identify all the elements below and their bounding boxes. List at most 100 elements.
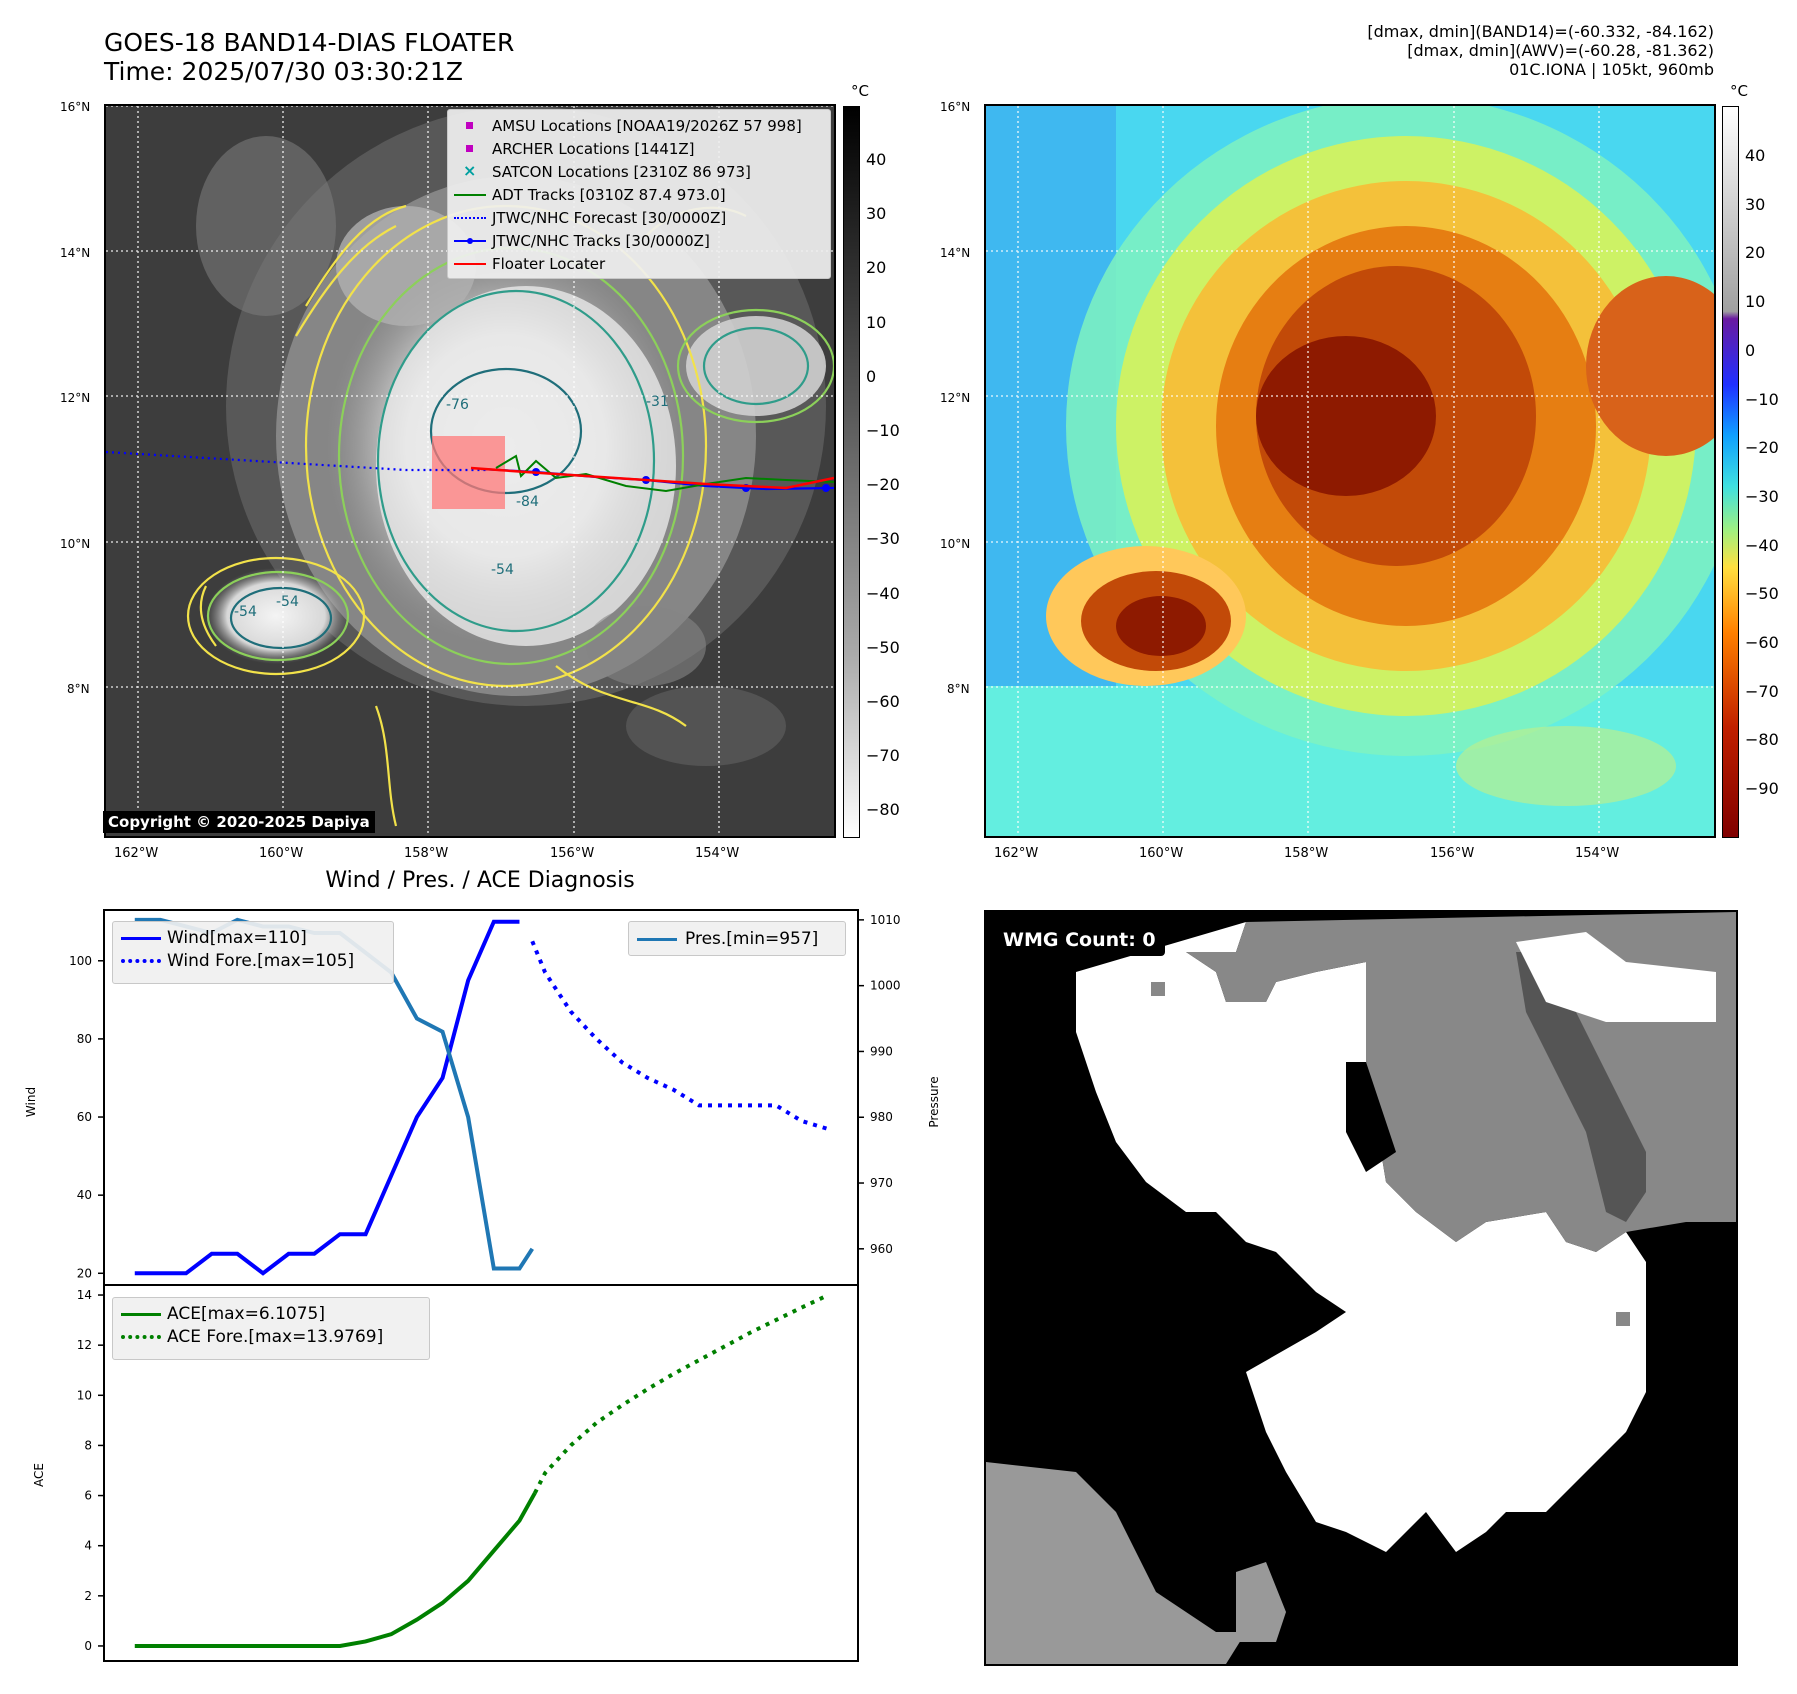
legend-label: Pres.[min=957]	[685, 928, 819, 949]
legend-item-adt: ADT Tracks [0310Z 87.4 973.0]	[448, 183, 830, 206]
legend-label: Wind Fore.[max=105]	[167, 950, 355, 971]
title-line-1: GOES-18 BAND14-DIAS FLOATER	[104, 28, 515, 57]
magenta-square-icon	[448, 114, 492, 137]
legend-label: AMSU Locations [NOAA19/2026Z 57 998]	[492, 116, 802, 135]
ace-axis-label: ACE	[32, 1463, 46, 1487]
legend-label: Wind[max=110]	[167, 927, 307, 948]
info-line-2: [dmax, dmin](AWV)=(-60.28, -81.362)	[1407, 41, 1714, 60]
wmg-image	[986, 912, 1736, 1664]
colorbar-tick-label: −70	[866, 746, 900, 766]
figure-title: GOES-18 BAND14-DIAS FLOATER Time: 2025/0…	[104, 28, 514, 86]
color-map-image	[986, 106, 1714, 836]
lat-label: 14°N	[940, 246, 971, 260]
green-line-icon	[448, 183, 492, 206]
diagnosis-title: Wind / Pres. / ACE Diagnosis	[325, 868, 635, 893]
blue-dotted-line-icon	[113, 949, 167, 972]
contour-label: -84	[516, 494, 539, 510]
lon-label: 156°W	[550, 846, 595, 861]
colorbar-tick-label: −80	[866, 800, 900, 820]
legend-item-amsu: AMSU Locations [NOAA19/2026Z 57 998]	[448, 114, 830, 137]
ace-tick-label: 10	[77, 1388, 92, 1402]
legend-label: ADT Tracks [0310Z 87.4 973.0]	[492, 185, 726, 204]
contour-label: -76	[446, 397, 469, 413]
green-dotted-line-icon	[113, 1325, 167, 1348]
lon-label: 160°W	[259, 846, 304, 861]
colorbar-tick-label: −60	[1745, 633, 1779, 652]
info-line-3: 01C.IONA | 105kt, 960mb	[1509, 60, 1714, 79]
legend-item-ace-forecast: ACE Fore.[max=13.9769]	[113, 1325, 429, 1348]
colorbar-tick-label: −30	[866, 529, 900, 549]
colorbar-tick-label: −10	[866, 421, 900, 440]
floater-box	[432, 436, 505, 509]
wind-tick-label: 100	[69, 954, 92, 968]
colorbar-unit: °C	[851, 82, 869, 100]
ace-tick-label: 2	[84, 1589, 92, 1603]
lat-label: 16°N	[940, 100, 971, 114]
lon-label: 154°W	[1575, 846, 1620, 861]
legend-item-ace: ACE[max=6.1075]	[113, 1302, 429, 1325]
lat-label: 12°N	[60, 391, 91, 405]
wind-tick-label: 40	[77, 1188, 92, 1202]
wind-tick-label: 60	[77, 1110, 92, 1124]
colorbar-tick-label: 30	[1745, 194, 1766, 214]
colorbar-tick-label: −30	[1745, 486, 1779, 506]
colorbar-tick-label: −20	[1745, 438, 1779, 458]
colorbar-tick-label: −80	[1745, 730, 1779, 750]
pressure-tick-label: 970	[870, 1176, 893, 1190]
colorbar-tick-label: −50	[1745, 584, 1779, 604]
legend-label: ACE Fore.[max=13.9769]	[167, 1326, 384, 1347]
colorbar-unit: °C	[1730, 82, 1748, 100]
wind-tick-label: 80	[77, 1032, 92, 1046]
lat-label: 8°N	[947, 682, 970, 696]
steelblue-line-icon	[629, 927, 685, 950]
ace-tick-label: 6	[84, 1489, 92, 1503]
lon-label: 154°W	[695, 846, 740, 861]
pressure-tick-label: 980	[870, 1110, 893, 1124]
legend-label: JTWC/NHC Tracks [30/0000Z]	[492, 231, 710, 250]
lat-label: 14°N	[60, 246, 91, 260]
ace-series-line-0	[134, 1492, 537, 1648]
title-line-2: Time: 2025/07/30 03:30:21Z	[104, 57, 463, 86]
legend-item-wind-forecast: Wind Fore.[max=105]	[113, 949, 393, 972]
pressure-legend: Pres.[min=957]	[628, 921, 846, 956]
legend-item-satcon: × SATCON Locations [2310Z 86 973]	[448, 160, 830, 183]
wind-legend: Wind[max=110] Wind Fore.[max=105]	[112, 921, 394, 984]
magenta-square-icon	[448, 137, 492, 160]
colorbar-tick-label: 40	[866, 150, 887, 169]
ace-tick-label: 14	[77, 1288, 92, 1302]
pressure-tick-label: 960	[870, 1242, 893, 1256]
colorbar-tick-label: 0	[866, 366, 877, 386]
colorbar-tick-label: 30	[866, 204, 887, 224]
green-line-icon	[113, 1302, 167, 1325]
lon-label: 162°W	[114, 846, 159, 861]
colorbar-tick-label: −90	[1745, 779, 1779, 799]
cyan-cross-icon: ×	[463, 161, 477, 180]
red-line-icon	[448, 252, 492, 275]
pressure-tick-label: 1000	[870, 979, 901, 993]
series-line-0	[134, 919, 520, 1276]
ace-tick-label: 8	[84, 1438, 92, 1452]
lat-label: 10°N	[60, 537, 91, 551]
legend-item-tracks: JTWC/NHC Tracks [30/0000Z]	[448, 229, 830, 252]
colorbar-tick-label: 0	[1745, 340, 1756, 360]
storm-info: [dmax, dmin](BAND14)=(-60.332, -84.162) …	[1367, 22, 1714, 79]
ace-tick-label: 12	[77, 1338, 92, 1352]
colorbar-tick-label: 40	[1745, 146, 1766, 165]
copyright-label: Copyright © 2020-2025 Dapiya	[103, 811, 375, 833]
contour-label: -31	[646, 394, 669, 410]
series-line-1	[530, 940, 828, 1131]
lat-label: 12°N	[940, 391, 971, 405]
wind-axis-label: Wind	[24, 1087, 38, 1117]
lon-label: 158°W	[404, 846, 449, 861]
contour-label: -54	[234, 604, 257, 620]
ace-tick-label: 4	[84, 1539, 92, 1553]
colorbar-tick-label: 10	[1745, 292, 1766, 312]
lon-label: 158°W	[1284, 846, 1329, 861]
legend-label: JTWC/NHC Forecast [30/0000Z]	[492, 208, 727, 227]
lon-label: 160°W	[1139, 846, 1184, 861]
info-line-1: [dmax, dmin](BAND14)=(-60.332, -84.162)	[1367, 22, 1714, 41]
diagnosis-chart: 20 40 60 80 100 960 970 980 990 1000 1010 0 2 4 6 8 10 1…	[24, 909, 941, 1662]
colorbar-tick-label: 20	[866, 258, 887, 278]
lat-label: 8°N	[67, 682, 90, 696]
lat-label: 16°N	[60, 100, 91, 114]
